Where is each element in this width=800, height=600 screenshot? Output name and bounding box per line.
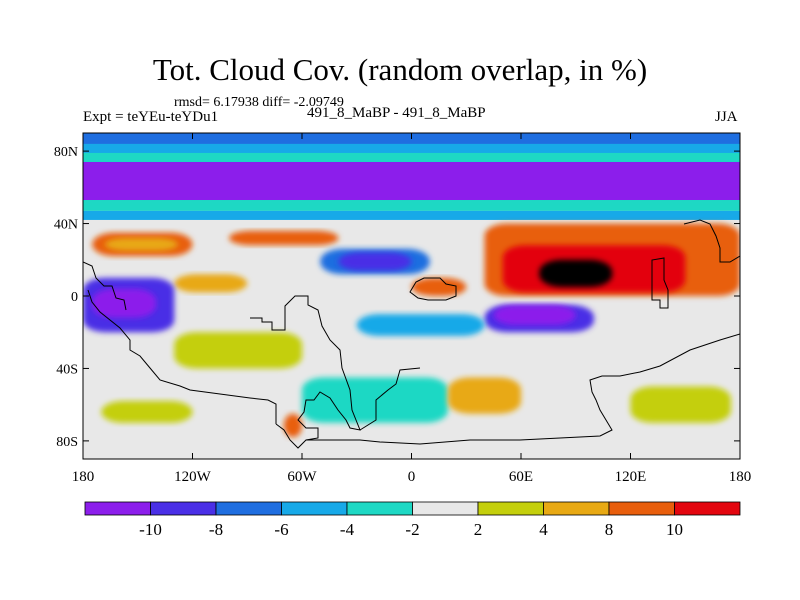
x-tick-label: 180 — [72, 469, 95, 485]
y-tick-label: 40S — [56, 362, 78, 377]
anomaly-fields — [83, 133, 740, 438]
anomaly-field-7 — [83, 210, 740, 220]
x-tick-label: 0 — [408, 469, 416, 485]
anomaly-field-23 — [174, 332, 302, 369]
anomaly-field-24 — [302, 377, 448, 423]
x-tick-label: 60E — [509, 469, 533, 485]
season-label: JJA — [715, 109, 738, 125]
colorbar-swatch — [346, 501, 413, 516]
colorbar-label: -8 — [209, 520, 223, 539]
anomaly-field-22 — [356, 314, 485, 336]
axis-ticks: 180 120W 60W 0 60E 120E 180 80N 40N 0 40S 80S — [54, 133, 751, 485]
coastline-americas — [250, 295, 361, 449]
y-tick-label: 0 — [71, 290, 78, 305]
coastline-south-america-east — [359, 367, 421, 431]
anomaly-field-5 — [83, 152, 740, 162]
y-tick-label: 80N — [54, 145, 78, 160]
anomaly-field-28 — [283, 413, 302, 438]
colorbar-swatch — [543, 501, 610, 516]
colorbar-swatch — [412, 501, 479, 516]
y-tick-label: 80S — [56, 435, 78, 450]
colorbar-swatch — [215, 501, 282, 516]
anomaly-field-9 — [104, 238, 178, 251]
x-tick-label: 60W — [287, 469, 317, 485]
coastline-antarctica — [87, 289, 277, 424]
colorbar-label: 10 — [666, 520, 683, 539]
period-label: 491_8_MaBP - 491_8_MaBP — [307, 105, 486, 121]
x-tick-label: 180 — [729, 469, 752, 485]
anomaly-field-4 — [83, 143, 740, 155]
anomaly-field-12 — [338, 252, 412, 271]
colorbar-swatch — [477, 501, 544, 516]
anomaly-field-14 — [411, 277, 467, 296]
coastline-overlay — [83, 219, 740, 449]
colorbar-label: 2 — [474, 520, 483, 539]
colorbar-swatch — [150, 501, 217, 516]
x-tick-label: 120W — [174, 469, 212, 485]
colorbar-label: -4 — [340, 520, 355, 539]
y-tick-label: 40N — [54, 218, 78, 233]
anomaly-field-6 — [83, 200, 740, 211]
x-tick-label: 120E — [615, 469, 647, 485]
colorbar-swatch — [84, 501, 151, 516]
colorbar-label: 8 — [605, 520, 614, 539]
coastline-west-edge — [83, 261, 127, 311]
colorbar-label: -6 — [274, 520, 288, 539]
colorbar-label: -2 — [405, 520, 419, 539]
coastline-antarctic-shelf — [306, 333, 740, 445]
anomaly-field-2 — [83, 172, 740, 202]
anomaly-field-21 — [493, 305, 576, 325]
anomaly-field-25 — [448, 377, 521, 414]
chart-title: Tot. Cloud Cov. (random overlap, in %) — [152, 52, 648, 87]
anomaly-field-17 — [539, 259, 613, 287]
anomaly-field-27 — [630, 386, 731, 423]
anomaly-field-10 — [229, 230, 339, 246]
colorbar-swatch — [608, 501, 675, 516]
colorbar-swatch — [674, 501, 741, 516]
colorbar-swatch — [281, 501, 348, 516]
coastline-northeast-inlet — [683, 219, 740, 263]
colorbar-label: -10 — [139, 520, 162, 539]
anomaly-field-13 — [174, 274, 248, 293]
coastline-africa-north — [409, 277, 457, 301]
coastline-eastern-landmass — [651, 257, 669, 309]
anomaly-field-3 — [83, 133, 740, 146]
anomaly-field-19 — [92, 288, 156, 318]
rmsd-diff-label: rmsd= 6.17938 diff= -2.09749 — [174, 95, 344, 110]
colorbar: -10 -8 -6 -4 -2 2 4 8 10 — [84, 501, 741, 539]
colorbar-label: 4 — [539, 520, 548, 539]
experiment-label: Expt = teYEu-teYDu1 — [83, 109, 219, 125]
anomaly-field-26 — [101, 401, 193, 423]
